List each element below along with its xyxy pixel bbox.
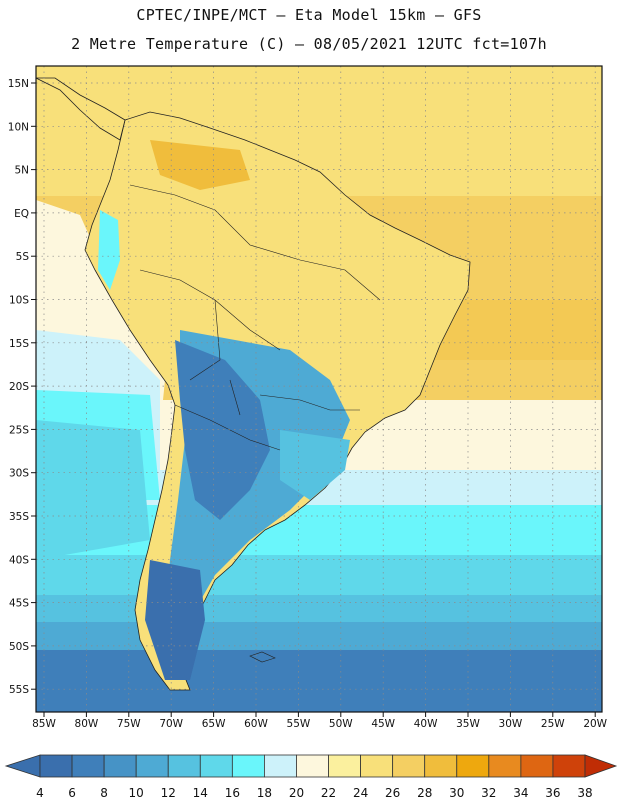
colorbar-segment (328, 754, 361, 778)
colorbar-segment (424, 754, 458, 778)
colorbar-segment (231, 754, 265, 778)
country-borders (129, 184, 381, 451)
lat-label-25S: 25S (9, 424, 29, 436)
lon-label-80W: 80W (75, 718, 99, 730)
colorbar-tick-38: 38 (577, 786, 592, 800)
lat-label-45S: 45S (9, 598, 29, 610)
lat-label-10N: 10N (8, 121, 29, 133)
colorbar-tick-16: 16 (225, 786, 240, 800)
colorbar-tick-18: 18 (257, 786, 272, 800)
lat-label-20S: 20S (9, 381, 29, 393)
lat-lon-grid (36, 66, 602, 712)
colorbar-tick-10: 10 (129, 786, 144, 800)
lat-label-30S: 30S (9, 468, 29, 480)
ocean-band-6 (36, 650, 602, 712)
colorbar-tick-20: 20 (289, 786, 304, 800)
lon-label-20W: 20W (583, 718, 607, 730)
lat-label-EQ: EQ (14, 208, 29, 220)
lon-label-65W: 65W (202, 718, 226, 730)
central-america-landmass (36, 77, 126, 141)
chart-title-line2: 2 Metre Temperature (C) – 08/05/2021 12U… (71, 35, 547, 53)
lon-label-85W: 85W (32, 718, 56, 730)
lon-label-60W: 60W (244, 718, 268, 730)
lon-label-70W: 70W (159, 718, 183, 730)
land-cold-andes (175, 340, 270, 520)
lon-label-55W: 55W (287, 718, 311, 730)
ocean-band-14 (36, 555, 602, 600)
colorbar-segment (103, 754, 137, 778)
ocean-band-12 (36, 595, 602, 625)
lon-label-25W: 25W (541, 718, 565, 730)
colorbar-tick-26: 26 (385, 786, 400, 800)
lat-label-35S: 35S (9, 511, 29, 523)
lat-label-5N: 5N (14, 165, 29, 177)
colorbar-segment (520, 754, 554, 778)
colorbar-under-arrow (4, 754, 41, 778)
land-cool-andes-north (98, 210, 120, 290)
colorbar-segment (39, 754, 73, 778)
colorbar-tick-30: 30 (449, 786, 464, 800)
lon-label-30W: 30W (499, 718, 523, 730)
colorbar-segment (488, 754, 522, 778)
lat-label-10S: 10S (9, 295, 29, 307)
colorbar-tick-14: 14 (193, 786, 208, 800)
chart-title-line1: CPTEC/INPE/MCT – Eta Model 15km – GFS (136, 6, 482, 24)
lon-label-45W: 45W (371, 718, 395, 730)
colorbar-tick-36: 36 (545, 786, 560, 800)
colorbar-segment (264, 754, 297, 778)
colorbar-segment (135, 754, 169, 778)
lon-label-50W: 50W (329, 718, 353, 730)
map-frame (35, 65, 603, 713)
colorbar-tick-32: 32 (481, 786, 496, 800)
colorbar-segment (71, 754, 105, 778)
land-cool-uruguay (280, 430, 350, 500)
colorbar: 4 6 8 10 12 14 16 18 20 22 24 26 28 30 32 34 36 38 (4, 754, 618, 800)
lat-label-50S: 50S (9, 641, 29, 653)
colorbar-segment (167, 754, 201, 778)
colorbar-tick-28: 28 (417, 786, 432, 800)
colorbar-tick-12: 12 (161, 786, 176, 800)
colorbar-tick-4: 4 (36, 786, 44, 800)
lat-label-55S: 55S (9, 684, 29, 696)
colorbar-segment (392, 754, 426, 778)
colorbar-segment (552, 754, 586, 778)
latitude-labels: 15N 10N 5N EQ 5S 10S 15S 20S 25S 30S 35S 40S 45S 50S 5… (8, 78, 36, 696)
colorbar-segment (456, 754, 490, 778)
lon-label-40W: 40W (414, 718, 438, 730)
colorbar-segment (360, 754, 394, 778)
lat-label-15N: 15N (8, 78, 29, 90)
lon-label-35W: 35W (456, 718, 480, 730)
ocean-band-10 (36, 622, 602, 652)
colorbar-over-arrow (584, 754, 618, 778)
land-warm-venezuela (150, 140, 250, 190)
pacific-colder-water (36, 420, 150, 560)
colorbar-segment (199, 754, 233, 778)
land-cold-patagonia (145, 560, 205, 680)
colorbar-tick-6: 6 (68, 786, 76, 800)
colorbar-tick-8: 8 (100, 786, 108, 800)
colorbar-segment (296, 754, 329, 778)
lat-label-5S: 5S (16, 251, 30, 263)
lon-label-75W: 75W (117, 718, 141, 730)
colorbar-tick-34: 34 (513, 786, 528, 800)
colorbar-tick-24: 24 (353, 786, 368, 800)
longitude-labels: 85W 80W 75W 70W 65W 60W 55W 50W 45W 40W 35W 30W 25W 2… (32, 712, 608, 730)
lat-label-40S: 40S (9, 554, 29, 566)
colorbar-tick-22: 22 (321, 786, 336, 800)
lat-label-15S: 15S (9, 338, 29, 350)
